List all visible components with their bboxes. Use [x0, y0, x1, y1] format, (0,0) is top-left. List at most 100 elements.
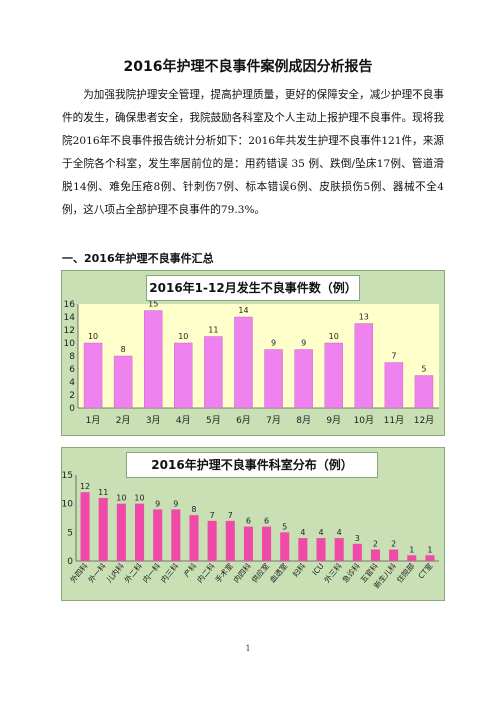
department-chart-svg: 05101512外四科11外一科10儿内科10外二科9内一科9内三科8产科7内二…: [62, 471, 439, 590]
bar: [384, 362, 404, 409]
x-tick-label: 5月: [206, 415, 221, 426]
data-label: 4: [337, 528, 342, 537]
data-label: 13: [359, 313, 369, 322]
x-tick-label: 内一科: [140, 560, 162, 584]
data-label: 4: [300, 528, 305, 537]
data-label: 2: [391, 540, 396, 549]
department-chart-title: 2016年护理不良事件科室分布（例）: [126, 452, 378, 478]
bar: [264, 349, 283, 409]
data-label: 8: [121, 345, 126, 354]
bar: [143, 310, 163, 409]
data-label: 11: [208, 326, 218, 335]
data-label: 5: [282, 522, 287, 531]
bar: [352, 543, 362, 561]
bar: [324, 342, 343, 409]
x-tick-label: 儿内科: [104, 560, 126, 584]
data-label: 5: [421, 365, 426, 374]
data-label: 9: [271, 339, 276, 348]
bar: [316, 538, 326, 561]
bar: [243, 526, 253, 561]
data-label: 6: [264, 517, 269, 526]
data-label: 4: [318, 528, 323, 537]
data-label: 10: [134, 494, 144, 503]
data-label: 6: [246, 517, 251, 526]
x-tick-label: 外二科: [122, 560, 144, 584]
bar: [407, 555, 417, 561]
y-tick-label: 12: [64, 326, 75, 336]
page-number: 1: [245, 644, 251, 653]
section-heading: 一、2016年护理不良事件汇总: [62, 252, 214, 265]
bar: [113, 355, 133, 409]
x-tick-label: 9月: [326, 415, 341, 426]
y-tick-label: 14: [64, 313, 76, 323]
bar: [334, 538, 344, 561]
bar: [207, 520, 217, 561]
bar: [234, 316, 253, 409]
data-label: 7: [228, 511, 233, 520]
bar: [174, 342, 193, 409]
x-tick-label: 外一科: [86, 560, 108, 584]
data-label: 10: [178, 332, 188, 341]
y-tick-label: 4: [69, 378, 75, 388]
bar: [189, 515, 199, 561]
y-tick-label: 16: [64, 300, 76, 310]
bar: [262, 526, 272, 561]
bar: [298, 538, 308, 561]
bar: [80, 492, 90, 561]
x-tick-label: ICU: [310, 562, 325, 578]
plot-area: [78, 304, 439, 408]
bar: [280, 532, 290, 561]
x-tick-label: 急诊科: [340, 560, 362, 584]
data-label: 9: [301, 339, 306, 348]
bar: [134, 503, 145, 561]
x-tick-label: 外三科: [322, 560, 344, 584]
bar: [171, 509, 181, 561]
y-tick-label: 0: [69, 404, 75, 414]
monthly-chart-svg: 0 2 4 6 8 10 12 14 16 10 1月 8 2月 15 3月 10 4月 11 5月 14 6月 9 7月 9…: [64, 300, 439, 426]
x-tick-label: 住院部: [394, 560, 416, 584]
data-label: 10: [329, 332, 339, 341]
bar: [389, 549, 399, 561]
data-label: 9: [155, 499, 160, 508]
data-label: 2: [373, 540, 378, 549]
bar: [225, 520, 235, 561]
x-tick-label: 6月: [236, 415, 251, 426]
x-tick-label: 8月: [296, 415, 311, 426]
data-label: 1: [409, 545, 414, 554]
x-tick-label: 12月: [414, 415, 434, 426]
y-tick-label: 8: [69, 352, 75, 362]
x-tick-label: 1月: [86, 415, 101, 426]
bar: [204, 336, 223, 409]
x-tick-label: 10月: [354, 415, 374, 426]
y-tick-label: 5: [67, 528, 73, 538]
x-tick-label: 2月: [116, 415, 131, 426]
y-tick-label: 6: [69, 365, 75, 375]
x-tick-label: 手术室: [213, 560, 235, 584]
x-tick-label: 11月: [384, 415, 404, 426]
bar: [370, 549, 381, 561]
data-label: 1: [427, 545, 432, 554]
monthly-chart-title: 2016年1-12月发生不良事件数（例）: [146, 275, 360, 301]
department-chart: 0 5 10 15 12 外四科 11 外一科 10 儿内科 10 外二科 9 内一科 9 内三科 8 产科 7 内二…: [61, 447, 445, 601]
x-tick-label: 产科: [181, 560, 199, 578]
bar: [83, 342, 103, 409]
data-label: 10: [88, 332, 98, 341]
x-tick-label: 血透室: [267, 560, 289, 584]
data-label: 7: [391, 352, 396, 361]
bar: [116, 503, 126, 561]
x-tick-label: 供应室: [249, 560, 271, 584]
data-label: 10: [116, 494, 126, 503]
x-tick-label: 3月: [146, 415, 161, 426]
bar: [414, 375, 434, 409]
x-tick-label: 内二科: [195, 560, 217, 584]
x-tick-label: 内三科: [158, 560, 180, 584]
data-label: 9: [173, 499, 178, 508]
data-label: 8: [191, 505, 196, 514]
y-tick-label: 10: [64, 339, 76, 349]
bar: [98, 497, 108, 561]
monthly-chart: 0 2 4 6 8 10 12 14 16 10 1月 8 2月 15 3月 10 4月 11 5月 14 6月 9 7月 9…: [61, 270, 445, 436]
data-label: 3: [355, 534, 360, 543]
data-label: 12: [80, 482, 90, 491]
bar: [425, 555, 435, 561]
data-label: 15: [148, 300, 158, 309]
